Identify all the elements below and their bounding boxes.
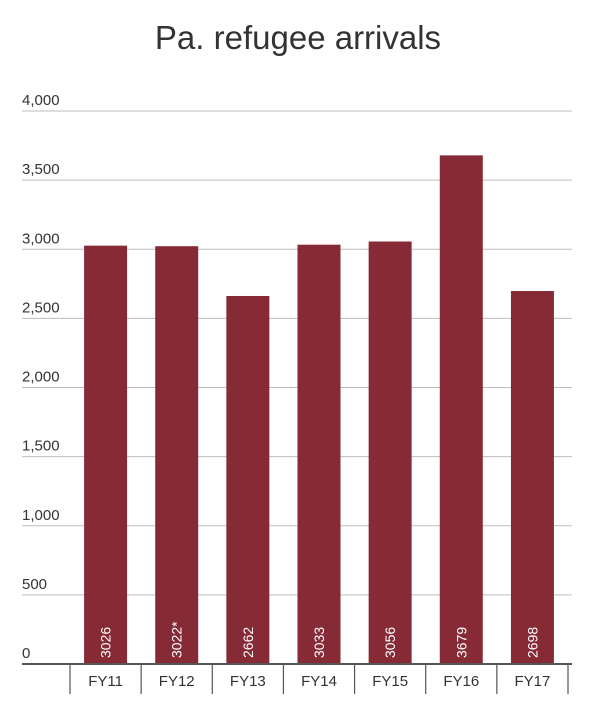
bar xyxy=(155,246,199,664)
bar-data-label: 3033 xyxy=(311,627,327,658)
y-axis-tick-labels: 0 500 1,000 1,500 2,000 2,500 3,000 3,500 4,000 xyxy=(22,92,60,662)
x-tick-label: FY12 xyxy=(159,673,195,690)
bar-data-label: 3022* xyxy=(169,621,185,658)
bar xyxy=(297,244,341,664)
bar-data-label: 2698 xyxy=(524,627,540,658)
bar xyxy=(84,245,128,664)
y-tick-label: 3,500 xyxy=(22,161,60,178)
y-tick-label: 4,000 xyxy=(22,92,60,109)
y-tick-label: 500 xyxy=(22,576,47,593)
bar-data-label: 3026 xyxy=(98,627,114,658)
x-tick-label: FY16 xyxy=(443,673,479,690)
y-tick-label: 3,000 xyxy=(22,230,60,247)
bar-data-labels: 3026 3022* 2662 3033 3056 3679 2698 xyxy=(98,621,541,658)
y-tick-label: 2,000 xyxy=(22,369,60,386)
bar-data-label: 3056 xyxy=(382,627,398,658)
y-tick-label: 0 xyxy=(22,645,30,662)
bars xyxy=(84,155,554,665)
x-tick-label: FY11 xyxy=(88,673,123,690)
x-axis-tick-labels: FY11 FY12 FY13 FY14 FY15 FY16 FY17 xyxy=(88,673,550,690)
bar xyxy=(226,295,270,664)
x-tick-label: FY14 xyxy=(301,673,337,690)
bar xyxy=(439,155,483,665)
bar-data-label: 2662 xyxy=(240,627,256,658)
bar xyxy=(510,291,554,664)
y-tick-label: 1,500 xyxy=(22,438,60,455)
x-axis xyxy=(22,663,572,694)
chart-title: Pa. refugee arrivals xyxy=(155,19,441,56)
x-tick-label: FY13 xyxy=(230,673,266,690)
x-tick-label: FY17 xyxy=(514,673,550,690)
y-tick-label: 1,000 xyxy=(22,507,60,524)
y-tick-label: 2,500 xyxy=(22,299,60,316)
bar xyxy=(368,241,412,664)
bar-data-label: 3679 xyxy=(453,627,469,658)
x-tick-label: FY15 xyxy=(372,673,408,690)
